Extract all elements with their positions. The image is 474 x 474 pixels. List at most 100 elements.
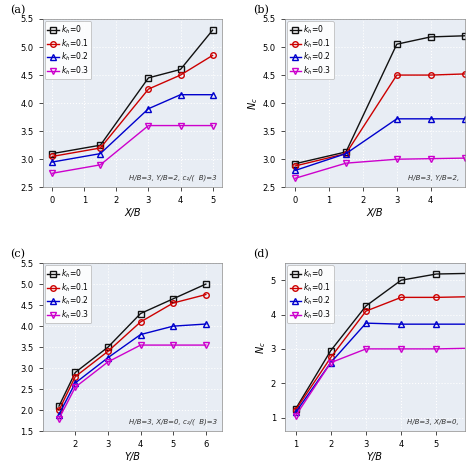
$k_h$=0.1 [146, 86, 151, 92]
$k_h$=0.2 [178, 92, 183, 98]
$k_h$=0 [98, 142, 103, 148]
$k_h$=0.1 [469, 294, 474, 300]
$k_h$=0.1 [203, 292, 209, 297]
$k_h$=0 [203, 281, 209, 287]
$k_h$=0.2 [398, 321, 404, 327]
$k_h$=0 [146, 75, 151, 81]
Line: $k_h$=0.3: $k_h$=0.3 [293, 346, 474, 419]
Legend: $k_h$=0, $k_h$=0.1, $k_h$=0.2, $k_h$=0.3: $k_h$=0, $k_h$=0.1, $k_h$=0.2, $k_h$=0.3 [287, 265, 334, 323]
$k_h$=0.3 [328, 360, 334, 365]
Text: (a): (a) [10, 5, 26, 16]
$k_h$=0.1 [178, 72, 183, 78]
Legend: $k_h$=0, $k_h$=0.1, $k_h$=0.2, $k_h$=0.3: $k_h$=0, $k_h$=0.1, $k_h$=0.2, $k_h$=0.3 [287, 21, 334, 79]
$k_h$=0 [293, 406, 299, 412]
$k_h$=0.3 [469, 346, 474, 351]
$k_h$=0 [178, 67, 183, 73]
$k_h$=0.2 [462, 116, 467, 122]
Line: $k_h$=0.1: $k_h$=0.1 [292, 71, 467, 169]
$k_h$=0 [434, 271, 439, 277]
$k_h$=0.2 [394, 116, 400, 122]
Y-axis label: $N_c$: $N_c$ [254, 341, 268, 354]
$k_h$=0 [138, 310, 144, 316]
$k_h$=0.3 [394, 156, 400, 162]
Line: $k_h$=0.3: $k_h$=0.3 [49, 123, 215, 176]
Text: H/B=3, Y/B=2,: H/B=3, Y/B=2, [408, 174, 459, 181]
$k_h$=0.2 [363, 320, 369, 326]
$k_h$=0.2 [328, 360, 334, 365]
Line: $k_h$=0.2: $k_h$=0.2 [49, 92, 215, 165]
$k_h$=0.3 [56, 416, 62, 421]
$k_h$=0.1 [73, 374, 78, 380]
$k_h$=0 [49, 151, 55, 156]
Text: H/B=3, Y/B=2, c₂/(  B)=3: H/B=3, Y/B=2, c₂/( B)=3 [129, 174, 217, 181]
$k_h$=0.3 [178, 123, 183, 128]
Line: $k_h$=0.3: $k_h$=0.3 [56, 342, 209, 421]
Text: (b): (b) [253, 5, 269, 16]
$k_h$=0.3 [210, 123, 215, 128]
$k_h$=0.1 [170, 300, 176, 306]
X-axis label: Y/B: Y/B [124, 452, 140, 462]
$k_h$=0 [428, 34, 434, 40]
$k_h$=0.3 [293, 413, 299, 419]
$k_h$=0 [462, 33, 467, 39]
$k_h$=0.3 [434, 346, 439, 352]
$k_h$=0.1 [105, 348, 111, 354]
$k_h$=0.1 [328, 355, 334, 360]
$k_h$=0.1 [98, 145, 103, 151]
Line: $k_h$=0.1: $k_h$=0.1 [49, 53, 215, 159]
$k_h$=0 [105, 344, 111, 350]
$k_h$=0.2 [170, 323, 176, 329]
$k_h$=0 [73, 370, 78, 375]
$k_h$=0.3 [170, 342, 176, 348]
$k_h$=0.3 [146, 123, 151, 128]
$k_h$=0.1 [462, 71, 467, 77]
Line: $k_h$=0.2: $k_h$=0.2 [293, 320, 474, 415]
$k_h$=0 [328, 348, 334, 354]
$k_h$=0.1 [398, 294, 404, 300]
$k_h$=0.1 [434, 294, 439, 300]
$k_h$=0.2 [146, 106, 151, 111]
$k_h$=0.2 [105, 355, 111, 361]
$k_h$=0.1 [56, 408, 62, 413]
$k_h$=0.3 [203, 342, 209, 348]
Line: $k_h$=0: $k_h$=0 [56, 281, 209, 409]
$k_h$=0.1 [363, 308, 369, 314]
$k_h$=0.2 [292, 168, 298, 173]
Y-axis label: $N_c$: $N_c$ [246, 97, 260, 109]
$k_h$=0.2 [293, 410, 299, 415]
Text: H/B=3, X/B=0, c₂/(  B)=3: H/B=3, X/B=0, c₂/( B)=3 [128, 418, 217, 425]
$k_h$=0 [469, 271, 474, 276]
$k_h$=0.2 [73, 380, 78, 386]
$k_h$=0.3 [363, 346, 369, 352]
Text: (c): (c) [10, 249, 25, 260]
Line: $k_h$=0: $k_h$=0 [49, 27, 215, 156]
$k_h$=0.2 [49, 159, 55, 165]
$k_h$=0 [292, 161, 298, 166]
$k_h$=0.2 [203, 321, 209, 327]
$k_h$=0 [343, 149, 349, 155]
$k_h$=0.1 [210, 53, 215, 58]
$k_h$=0.2 [138, 332, 144, 337]
$k_h$=0.3 [428, 156, 434, 162]
$k_h$=0.3 [98, 162, 103, 168]
$k_h$=0.1 [49, 154, 55, 159]
Line: $k_h$=0.1: $k_h$=0.1 [293, 294, 474, 413]
Line: $k_h$=0: $k_h$=0 [292, 33, 467, 166]
$k_h$=0.2 [98, 151, 103, 156]
Line: $k_h$=0: $k_h$=0 [293, 271, 474, 412]
$k_h$=0 [363, 303, 369, 309]
$k_h$=0 [394, 41, 400, 47]
$k_h$=0.3 [138, 342, 144, 348]
$k_h$=0 [398, 277, 404, 283]
Text: (d): (d) [253, 249, 268, 260]
$k_h$=0.1 [428, 72, 434, 78]
$k_h$=0.2 [469, 321, 474, 327]
$k_h$=0 [56, 403, 62, 409]
$k_h$=0.1 [292, 163, 298, 169]
Line: $k_h$=0.2: $k_h$=0.2 [56, 321, 209, 417]
$k_h$=0.2 [428, 116, 434, 122]
$k_h$=0 [210, 27, 215, 33]
$k_h$=0.2 [343, 151, 349, 156]
X-axis label: Y/B: Y/B [367, 452, 383, 462]
$k_h$=0.1 [343, 151, 349, 156]
